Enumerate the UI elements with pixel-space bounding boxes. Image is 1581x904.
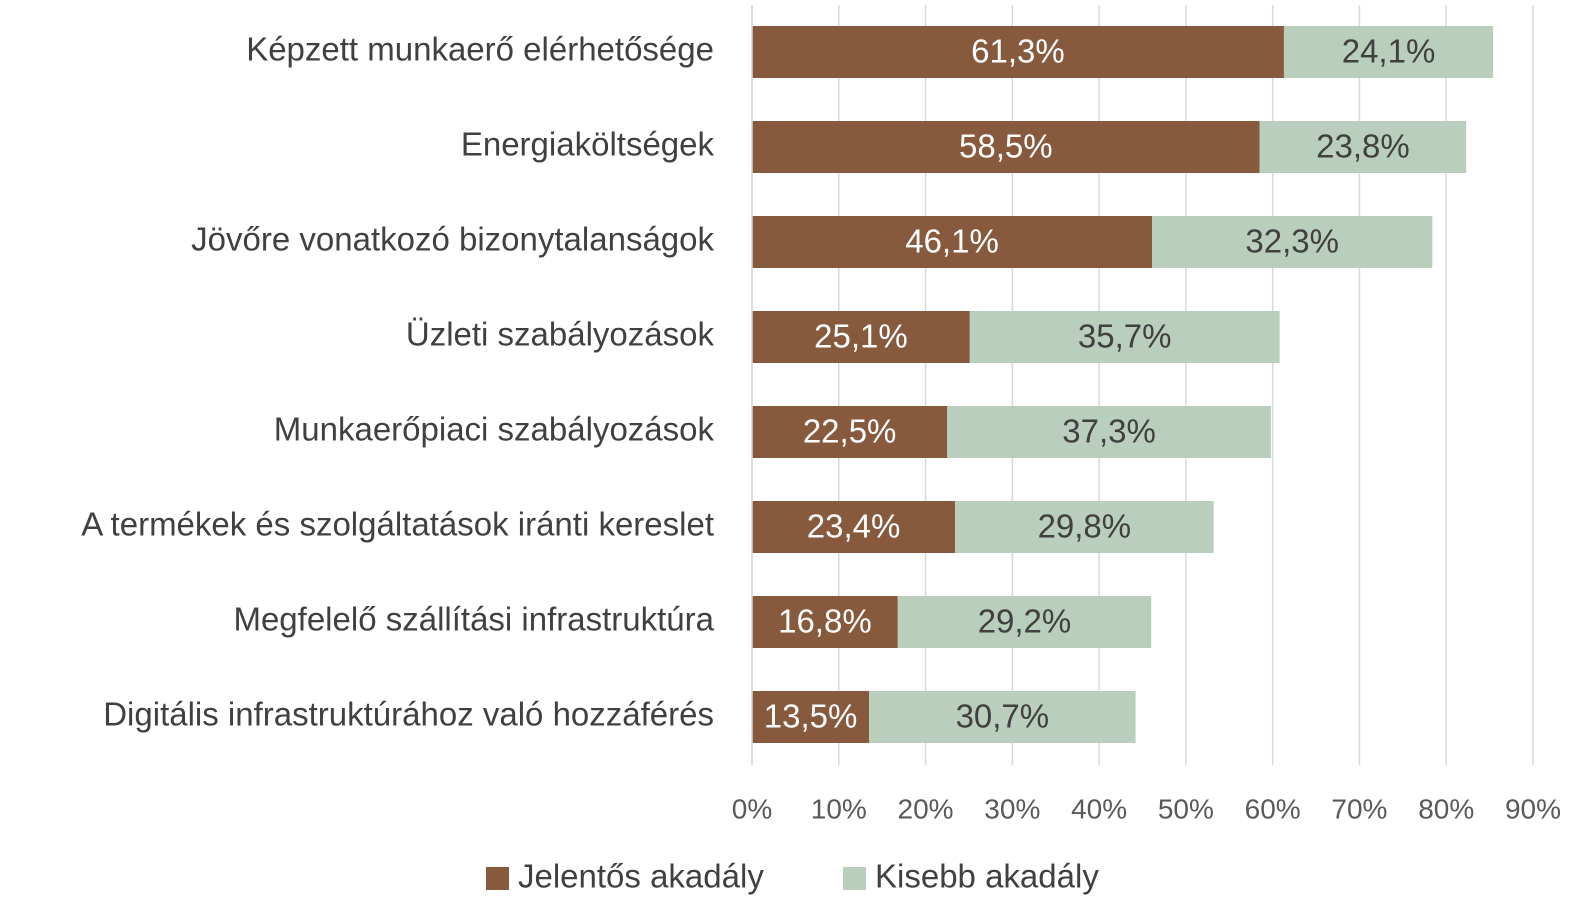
value-label: 61,3% bbox=[971, 33, 1065, 70]
bar-segment bbox=[752, 216, 1153, 268]
value-label: 37,3% bbox=[1062, 413, 1156, 450]
x-tick-label: 70% bbox=[1331, 793, 1387, 824]
bar-segment bbox=[897, 596, 1152, 648]
value-label: 46,1% bbox=[905, 223, 999, 260]
value-label: 29,8% bbox=[1038, 508, 1132, 545]
value-label: 24,1% bbox=[1342, 33, 1436, 70]
bar-segment bbox=[752, 501, 956, 553]
bar-segment bbox=[955, 501, 1214, 553]
value-label: 16,8% bbox=[778, 603, 872, 640]
bar-segment bbox=[1152, 216, 1433, 268]
x-tick-label: 0% bbox=[732, 793, 772, 824]
value-label: 29,2% bbox=[978, 603, 1072, 640]
x-tick-label: 90% bbox=[1505, 793, 1561, 824]
category-label: Digitális infrastruktúrához való hozzáfé… bbox=[103, 696, 714, 733]
legend-swatch bbox=[486, 867, 509, 890]
bar-segment bbox=[947, 406, 1271, 458]
x-tick-label: 40% bbox=[1071, 793, 1127, 824]
bar-segment bbox=[752, 121, 1260, 173]
value-label: 30,7% bbox=[956, 698, 1050, 735]
category-label: A termékek és szolgáltatások iránti kere… bbox=[81, 506, 714, 543]
bar-segment bbox=[752, 691, 870, 743]
value-label: 25,1% bbox=[814, 318, 908, 355]
value-label: 58,5% bbox=[959, 128, 1053, 165]
value-label: 32,3% bbox=[1245, 223, 1339, 260]
category-label: Üzleti szabályozások bbox=[406, 316, 715, 353]
value-label: 13,5% bbox=[764, 698, 858, 735]
x-tick-label: 20% bbox=[898, 793, 954, 824]
value-label: 22,5% bbox=[803, 413, 897, 450]
value-label: 23,4% bbox=[807, 508, 901, 545]
value-label: 35,7% bbox=[1078, 318, 1172, 355]
bar-segment bbox=[752, 596, 898, 648]
category-label: Képzett munkaerő elérhetősége bbox=[246, 31, 714, 68]
x-tick-label: 30% bbox=[984, 793, 1040, 824]
bar-segment bbox=[969, 311, 1280, 363]
x-tick-label: 10% bbox=[811, 793, 867, 824]
category-label: Jövőre vonatkozó bizonytalanságok bbox=[191, 221, 714, 258]
bar-segment bbox=[752, 26, 1284, 78]
bar-segment bbox=[752, 406, 948, 458]
legend-swatch bbox=[843, 867, 866, 890]
category-label: Munkaerőpiaci szabályozások bbox=[274, 411, 715, 448]
legend-label: Jelentős akadály bbox=[518, 858, 764, 895]
x-tick-label: 60% bbox=[1245, 793, 1301, 824]
legend-label: Kisebb akadály bbox=[875, 858, 1099, 895]
bar-segment bbox=[1259, 121, 1467, 173]
bar-segment bbox=[752, 311, 970, 363]
category-label: Megfelelő szállítási infrastruktúra bbox=[233, 601, 714, 638]
x-tick-label: 50% bbox=[1158, 793, 1214, 824]
category-label: Energiaköltségek bbox=[461, 126, 715, 163]
x-tick-label: 80% bbox=[1418, 793, 1474, 824]
value-label: 23,8% bbox=[1316, 128, 1410, 165]
bar-segment bbox=[869, 691, 1136, 743]
bar-segment bbox=[1283, 26, 1494, 78]
